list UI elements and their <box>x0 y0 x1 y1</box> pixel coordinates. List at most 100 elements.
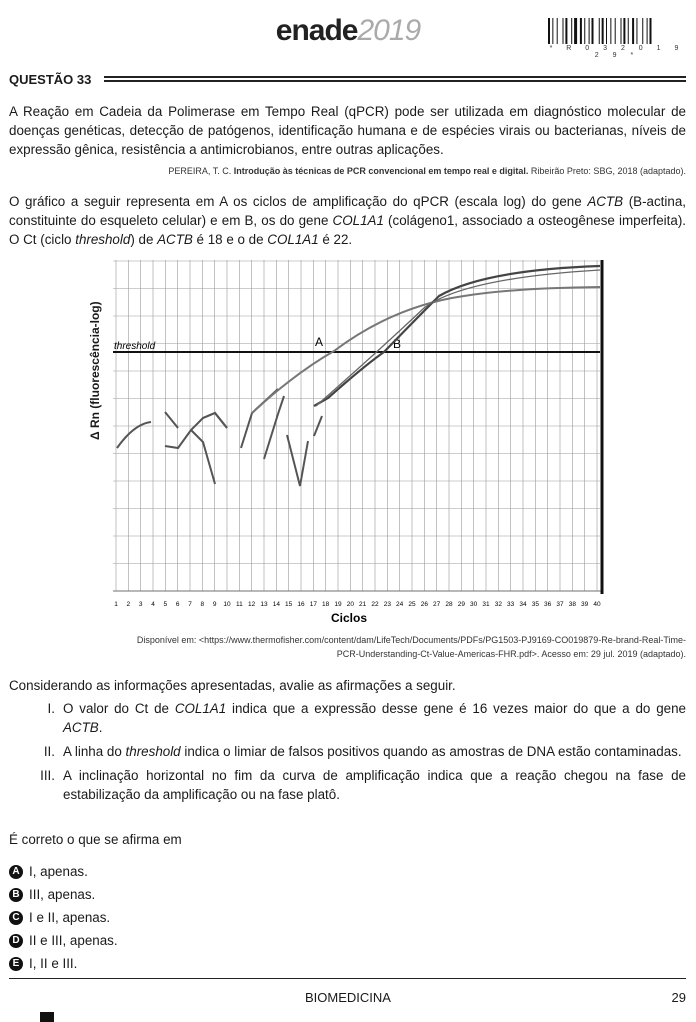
barcode-bar <box>610 18 612 44</box>
x-tick-label: 28 <box>445 601 453 608</box>
x-tick-label: 15 <box>285 601 293 608</box>
curve-a <box>251 286 601 414</box>
curve-b-upper <box>315 269 601 407</box>
option-b[interactable]: B III, apenas. <box>9 883 118 906</box>
barcode-bar <box>601 18 604 44</box>
statements-list: I. O valor do Ct de COL1A1 indica que a e… <box>9 699 686 809</box>
x-tick-label: 2 <box>127 601 131 608</box>
x-tick-label: 31 <box>482 601 490 608</box>
x-tick-label: 17 <box>310 601 318 608</box>
x-tick-label: 23 <box>384 601 392 608</box>
x-tick-label: 5 <box>164 601 168 608</box>
barcode-bar <box>620 18 622 44</box>
x-tick-label: 38 <box>569 601 577 608</box>
x-tick-label: 32 <box>495 601 503 608</box>
question-ask: É correto o que se afirma em <box>9 832 182 847</box>
option-e[interactable]: E I, II e III. <box>9 952 118 975</box>
footer-subject: BIOMEDICINA <box>305 990 391 1005</box>
barcode-bar <box>632 18 635 44</box>
x-tick-label: 25 <box>408 601 416 608</box>
x-tick-label: 21 <box>359 601 367 608</box>
x-tick-label: 13 <box>260 601 268 608</box>
qpcr-chart: threshold A B 1 2 3 4 5 6 7 8 9 10 11 12 13 14 15 16 17 1… <box>113 260 604 625</box>
barcode-bar <box>598 18 600 44</box>
barcode-bar <box>584 18 586 44</box>
footer-page-number: 29 <box>671 990 686 1005</box>
x-tick-label: 39 <box>581 601 589 608</box>
barcode-bar <box>574 18 578 44</box>
x-tick-label: 22 <box>371 601 379 608</box>
x-tick-label: 1 <box>114 601 118 608</box>
footer-rule <box>9 978 686 979</box>
question-title-rule <box>104 76 686 82</box>
x-tick-label: 26 <box>421 601 429 608</box>
barcode-bar <box>627 18 629 44</box>
page-marker <box>40 1012 54 1022</box>
barcode-bar <box>606 18 607 44</box>
barcode-bar <box>548 18 550 44</box>
x-tick-label: 37 <box>556 601 564 608</box>
x-tick-label: 8 <box>201 601 205 608</box>
barcode-bar <box>565 18 568 44</box>
x-tick-label: 19 <box>334 601 342 608</box>
barcode-bar <box>591 18 594 44</box>
barcode-bar <box>552 18 554 44</box>
x-tick-label: 18 <box>322 601 330 608</box>
option-a-badge: A <box>9 864 23 879</box>
x-tick-label: 20 <box>347 601 355 608</box>
reference-citation: PEREIRA, T. C. Introdução às técnicas de… <box>168 166 686 176</box>
barcode-bar <box>636 18 638 44</box>
barcode-bar <box>649 18 652 44</box>
x-tick-label: 16 <box>297 601 305 608</box>
x-tick-label: 10 <box>223 601 231 608</box>
x-tick-label: 9 <box>213 601 217 608</box>
barcode-bar <box>646 18 648 44</box>
graph-source: Disponível em: <https://www.thermofisher… <box>136 635 686 659</box>
intro-paragraph: A Reação em Cadeia da Polimerase em Temp… <box>9 104 686 157</box>
option-d[interactable]: D II e III, apenas. <box>9 929 118 952</box>
x-tick-label: 11 <box>236 601 243 608</box>
option-c-badge: C <box>9 910 23 925</box>
barcode-bar <box>642 18 644 44</box>
option-a[interactable]: A I, apenas. <box>9 860 118 883</box>
barcode-bar <box>562 18 564 44</box>
barcode-bar <box>556 18 558 44</box>
x-tick-labels: 1 2 3 4 5 6 7 8 9 10 11 12 13 14 15 16 17 18 19 20 21 22 23 24 2… <box>114 601 601 608</box>
statement-2: II. A linha do threshold indica o limiar … <box>43 744 682 759</box>
x-axis-label: Ciclos <box>331 611 367 625</box>
y-axis-label: Δ Rn (fluorescência-log) <box>88 301 102 440</box>
barcode-bar <box>571 18 573 44</box>
option-b-badge: B <box>9 887 23 902</box>
barcode-bar <box>614 18 616 44</box>
x-tick-label: 35 <box>532 601 540 608</box>
x-tick-label: 40 <box>593 601 601 608</box>
option-e-badge: E <box>9 956 23 971</box>
curve-b <box>313 264 601 407</box>
statement-1: I. O valor do Ct de COL1A1 indica que a e… <box>47 701 686 735</box>
x-tick-label: 4 <box>151 601 155 608</box>
x-tick-label: 3 <box>139 601 143 608</box>
x-tick-label: 33 <box>507 601 515 608</box>
x-tick-label: 30 <box>470 601 478 608</box>
threshold-label: threshold <box>114 341 156 352</box>
barcode-bar <box>579 18 582 44</box>
barcode-bar <box>588 18 590 44</box>
question-title: QUESTÃO 33 <box>9 72 92 87</box>
barcode-number: * R 0 3 2 0 1 9 2 9 * <box>549 45 685 59</box>
enade-logo: enade2019 <box>275 14 421 47</box>
x-tick-label: 14 <box>273 601 281 608</box>
curve-a-label: A <box>315 335 323 349</box>
x-tick-label: 36 <box>544 601 552 608</box>
x-tick-label: 27 <box>433 601 441 608</box>
x-tick-label: 7 <box>188 601 192 608</box>
x-tick-label: 24 <box>396 601 404 608</box>
statement-3: III. A inclinação horizontal no fim da cu… <box>40 768 686 802</box>
graph-description: O gráfico a seguir representa em A os ci… <box>9 194 686 247</box>
x-tick-label: 29 <box>458 601 466 608</box>
curve-b-label: B <box>393 337 401 351</box>
option-d-badge: D <box>9 933 23 948</box>
statements-prompt: Considerando as informações apresentadas… <box>9 678 456 693</box>
x-tick-label: 6 <box>176 601 180 608</box>
